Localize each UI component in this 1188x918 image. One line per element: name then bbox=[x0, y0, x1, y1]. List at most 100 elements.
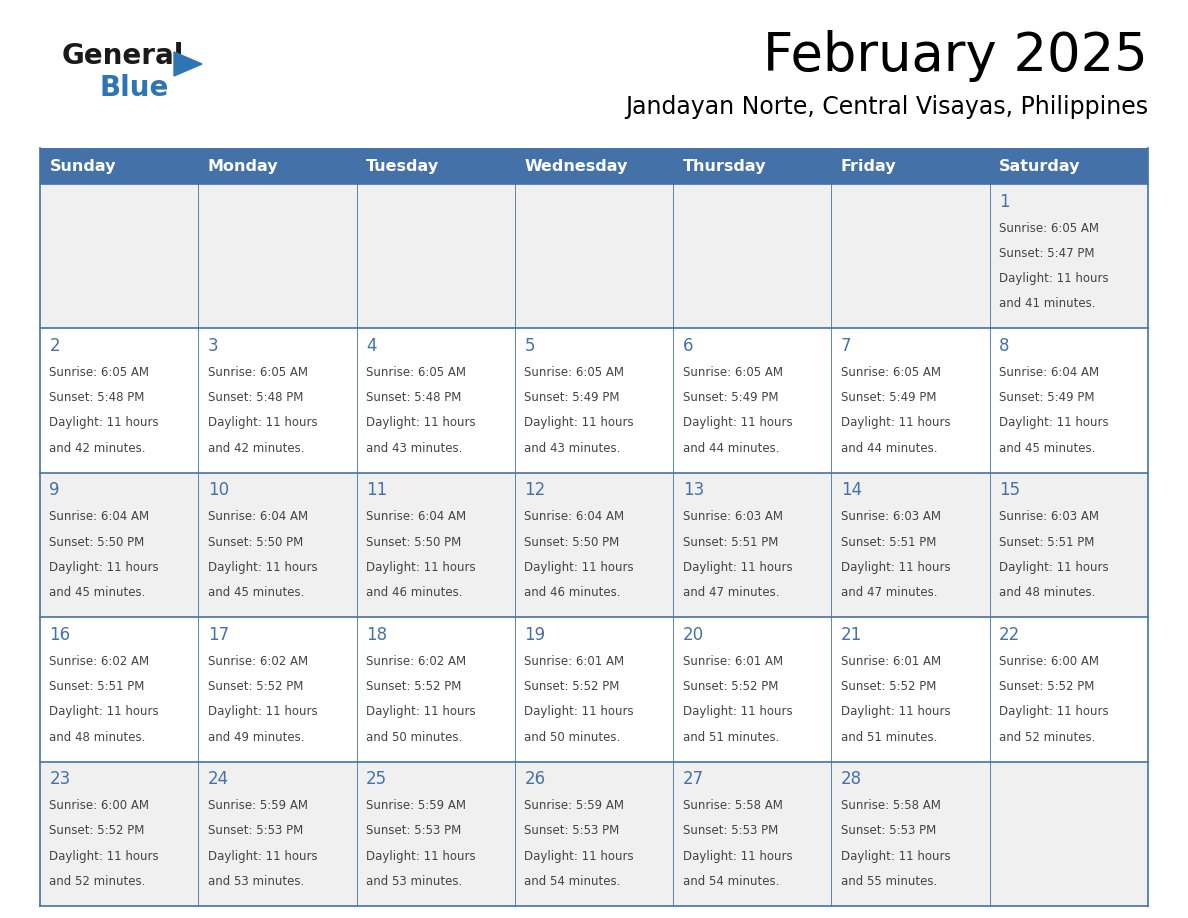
Text: Daylight: 11 hours: Daylight: 11 hours bbox=[208, 417, 317, 430]
Text: Sunrise: 6:04 AM: Sunrise: 6:04 AM bbox=[366, 510, 466, 523]
Text: Thursday: Thursday bbox=[683, 159, 766, 174]
Text: 26: 26 bbox=[524, 770, 545, 789]
Text: Friday: Friday bbox=[841, 159, 897, 174]
Text: and 49 minutes.: and 49 minutes. bbox=[208, 731, 304, 744]
Text: Sunrise: 6:04 AM: Sunrise: 6:04 AM bbox=[524, 510, 625, 523]
Text: Daylight: 11 hours: Daylight: 11 hours bbox=[683, 417, 792, 430]
Text: Daylight: 11 hours: Daylight: 11 hours bbox=[999, 272, 1108, 285]
Text: Daylight: 11 hours: Daylight: 11 hours bbox=[366, 417, 475, 430]
Text: Sunset: 5:53 PM: Sunset: 5:53 PM bbox=[366, 824, 461, 837]
Text: Sunrise: 5:58 AM: Sunrise: 5:58 AM bbox=[841, 800, 941, 812]
Text: Daylight: 11 hours: Daylight: 11 hours bbox=[841, 417, 950, 430]
Text: February 2025: February 2025 bbox=[763, 30, 1148, 82]
Bar bbox=[832, 148, 990, 184]
Text: Sunset: 5:47 PM: Sunset: 5:47 PM bbox=[999, 247, 1094, 260]
Text: Sunrise: 6:02 AM: Sunrise: 6:02 AM bbox=[208, 655, 308, 667]
Text: Sunrise: 6:05 AM: Sunrise: 6:05 AM bbox=[50, 366, 150, 379]
Text: Daylight: 11 hours: Daylight: 11 hours bbox=[366, 705, 475, 718]
Bar bbox=[198, 148, 356, 184]
Bar bbox=[40, 184, 1148, 329]
Text: Sunset: 5:52 PM: Sunset: 5:52 PM bbox=[366, 680, 461, 693]
Text: Sunset: 5:52 PM: Sunset: 5:52 PM bbox=[208, 680, 303, 693]
Text: and 44 minutes.: and 44 minutes. bbox=[841, 442, 937, 454]
Text: Monday: Monday bbox=[208, 159, 278, 174]
Bar bbox=[356, 148, 514, 184]
Text: Daylight: 11 hours: Daylight: 11 hours bbox=[366, 561, 475, 574]
Text: Sunset: 5:51 PM: Sunset: 5:51 PM bbox=[841, 535, 936, 549]
Text: and 54 minutes.: and 54 minutes. bbox=[524, 875, 620, 888]
Text: Sunrise: 6:01 AM: Sunrise: 6:01 AM bbox=[524, 655, 625, 667]
Bar bbox=[674, 148, 832, 184]
Text: Sunday: Sunday bbox=[50, 159, 116, 174]
Text: Sunset: 5:49 PM: Sunset: 5:49 PM bbox=[999, 391, 1094, 404]
Text: 16: 16 bbox=[50, 626, 70, 644]
Text: 5: 5 bbox=[524, 337, 535, 355]
Text: 24: 24 bbox=[208, 770, 229, 789]
Text: Daylight: 11 hours: Daylight: 11 hours bbox=[524, 705, 634, 718]
Text: Sunrise: 6:00 AM: Sunrise: 6:00 AM bbox=[999, 655, 1099, 667]
Text: Sunset: 5:52 PM: Sunset: 5:52 PM bbox=[999, 680, 1094, 693]
Text: and 52 minutes.: and 52 minutes. bbox=[50, 875, 146, 888]
Text: 10: 10 bbox=[208, 481, 229, 499]
Text: Wednesday: Wednesday bbox=[524, 159, 627, 174]
Text: Sunset: 5:53 PM: Sunset: 5:53 PM bbox=[841, 824, 936, 837]
Text: and 51 minutes.: and 51 minutes. bbox=[683, 731, 779, 744]
Text: Sunset: 5:52 PM: Sunset: 5:52 PM bbox=[50, 824, 145, 837]
Text: 20: 20 bbox=[683, 626, 703, 644]
Text: 1: 1 bbox=[999, 193, 1010, 210]
Text: Sunrise: 6:02 AM: Sunrise: 6:02 AM bbox=[50, 655, 150, 667]
Text: 7: 7 bbox=[841, 337, 852, 355]
Text: Sunset: 5:52 PM: Sunset: 5:52 PM bbox=[524, 680, 620, 693]
Text: Sunset: 5:50 PM: Sunset: 5:50 PM bbox=[524, 535, 620, 549]
Text: Sunrise: 6:05 AM: Sunrise: 6:05 AM bbox=[999, 221, 1099, 234]
Text: Sunrise: 6:03 AM: Sunrise: 6:03 AM bbox=[999, 510, 1099, 523]
Text: and 42 minutes.: and 42 minutes. bbox=[208, 442, 304, 454]
Text: and 54 minutes.: and 54 minutes. bbox=[683, 875, 779, 888]
Bar bbox=[40, 473, 1148, 617]
Text: Daylight: 11 hours: Daylight: 11 hours bbox=[683, 705, 792, 718]
Text: Daylight: 11 hours: Daylight: 11 hours bbox=[366, 850, 475, 863]
Bar bbox=[40, 148, 198, 184]
Text: 21: 21 bbox=[841, 626, 862, 644]
Text: and 48 minutes.: and 48 minutes. bbox=[999, 587, 1095, 599]
Text: and 46 minutes.: and 46 minutes. bbox=[366, 587, 462, 599]
Text: Sunrise: 6:00 AM: Sunrise: 6:00 AM bbox=[50, 800, 150, 812]
Bar bbox=[990, 148, 1148, 184]
Text: Daylight: 11 hours: Daylight: 11 hours bbox=[841, 561, 950, 574]
Text: Sunrise: 5:58 AM: Sunrise: 5:58 AM bbox=[683, 800, 783, 812]
Text: Daylight: 11 hours: Daylight: 11 hours bbox=[50, 850, 159, 863]
Text: Sunrise: 6:01 AM: Sunrise: 6:01 AM bbox=[841, 655, 941, 667]
Text: Sunset: 5:48 PM: Sunset: 5:48 PM bbox=[366, 391, 461, 404]
Text: and 47 minutes.: and 47 minutes. bbox=[841, 587, 937, 599]
Polygon shape bbox=[173, 52, 202, 76]
Text: 23: 23 bbox=[50, 770, 71, 789]
Text: Daylight: 11 hours: Daylight: 11 hours bbox=[524, 417, 634, 430]
Text: Sunrise: 6:04 AM: Sunrise: 6:04 AM bbox=[999, 366, 1099, 379]
Text: 22: 22 bbox=[999, 626, 1020, 644]
Bar bbox=[40, 617, 1148, 762]
Bar bbox=[40, 329, 1148, 473]
Text: and 46 minutes.: and 46 minutes. bbox=[524, 587, 621, 599]
Text: Sunset: 5:52 PM: Sunset: 5:52 PM bbox=[841, 680, 936, 693]
Text: Sunset: 5:48 PM: Sunset: 5:48 PM bbox=[50, 391, 145, 404]
Text: and 44 minutes.: and 44 minutes. bbox=[683, 442, 779, 454]
Text: Sunrise: 6:05 AM: Sunrise: 6:05 AM bbox=[366, 366, 466, 379]
Text: Sunset: 5:52 PM: Sunset: 5:52 PM bbox=[683, 680, 778, 693]
Text: Daylight: 11 hours: Daylight: 11 hours bbox=[999, 417, 1108, 430]
Text: Daylight: 11 hours: Daylight: 11 hours bbox=[841, 850, 950, 863]
Text: and 53 minutes.: and 53 minutes. bbox=[208, 875, 304, 888]
Text: 27: 27 bbox=[683, 770, 703, 789]
Text: and 41 minutes.: and 41 minutes. bbox=[999, 297, 1095, 310]
Text: Sunset: 5:51 PM: Sunset: 5:51 PM bbox=[999, 535, 1094, 549]
Text: Daylight: 11 hours: Daylight: 11 hours bbox=[50, 561, 159, 574]
Text: Sunrise: 6:05 AM: Sunrise: 6:05 AM bbox=[683, 366, 783, 379]
Text: 25: 25 bbox=[366, 770, 387, 789]
Text: Daylight: 11 hours: Daylight: 11 hours bbox=[524, 561, 634, 574]
Text: 12: 12 bbox=[524, 481, 545, 499]
Text: 9: 9 bbox=[50, 481, 61, 499]
Text: Sunrise: 6:03 AM: Sunrise: 6:03 AM bbox=[683, 510, 783, 523]
Text: Daylight: 11 hours: Daylight: 11 hours bbox=[50, 705, 159, 718]
Text: and 42 minutes.: and 42 minutes. bbox=[50, 442, 146, 454]
Text: and 50 minutes.: and 50 minutes. bbox=[524, 731, 620, 744]
Text: and 45 minutes.: and 45 minutes. bbox=[50, 587, 146, 599]
